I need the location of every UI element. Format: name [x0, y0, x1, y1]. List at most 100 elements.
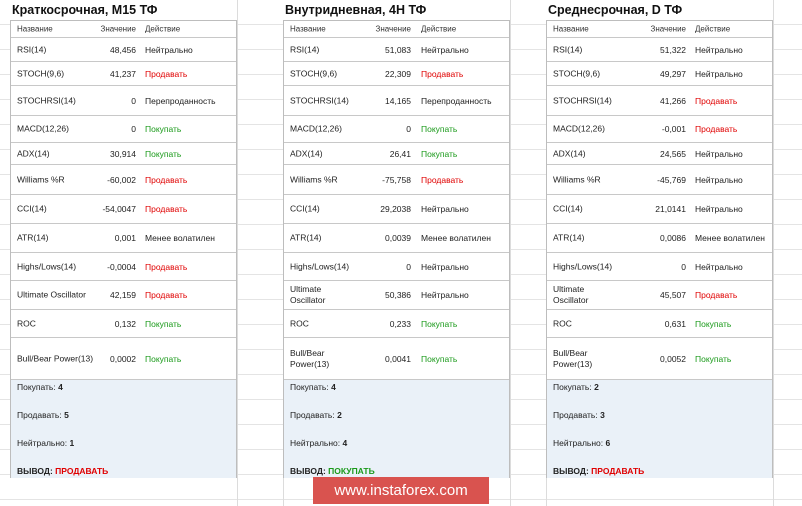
- indicator-name: ROC: [17, 318, 36, 328]
- indicator-row: MACD(12,26) 0 Покупать: [284, 115, 509, 142]
- indicator-action: Покупать: [145, 353, 182, 364]
- header-cell: Название: [17, 24, 53, 34]
- indicator-action: Нейтрально: [421, 290, 469, 300]
- indicator-action: Нейтрально: [421, 261, 469, 272]
- header-cell: Значение: [100, 24, 136, 34]
- indicator-value: 51,322: [660, 44, 686, 55]
- indicator-value: 0,001: [114, 233, 136, 243]
- indicator-action: Покупать: [421, 148, 458, 159]
- summary-label: ВЫВОД:: [17, 466, 53, 476]
- indicator-value: 41,266: [660, 95, 686, 106]
- indicator-row: RSI(14) 48,456 Нейтрально: [11, 37, 236, 61]
- indicator-name: ADX(14): [17, 148, 50, 158]
- indicator-action: Покупать: [421, 318, 458, 329]
- summary-line: Нейтрально: 4: [290, 438, 347, 448]
- indicator-row: ATR(14) 0,0039 Менее волатилен: [284, 223, 509, 252]
- indicator-action: Продавать: [695, 124, 738, 134]
- indicator-name: RSI(14): [290, 44, 320, 54]
- indicator-value: 0,0002: [110, 353, 136, 364]
- indicator-table: Название Значение Действие RSI(14) 51,322 Ней…: [546, 20, 773, 478]
- indicator-row: ATR(14) 0,001 Менее волатилен: [11, 223, 236, 252]
- indicator-name: Bull/Bear Power(13): [553, 347, 593, 369]
- indicator-name: CCI(14): [553, 203, 583, 214]
- indicator-action: Покупать: [145, 318, 182, 329]
- indicator-value: 0,0039: [385, 233, 411, 243]
- panel-title: Среднесрочная, D ТФ: [548, 3, 683, 17]
- summary-value: 2: [337, 410, 342, 420]
- indicator-table: Название Значение Действие RSI(14) 48,456 Ней…: [10, 20, 237, 478]
- indicator-row: MACD(12,26) -0,001 Продавать: [547, 115, 772, 142]
- indicator-row: ADX(14) 24,565 Нейтрально: [547, 142, 772, 164]
- indicator-action: Менее волатилен: [145, 233, 215, 243]
- indicator-action: Покупать: [421, 353, 458, 364]
- indicator-row: Highs/Lows(14) 0 Нейтрально: [547, 252, 772, 280]
- indicator-row: STOCHRSI(14) 0 Перепроданность: [11, 85, 236, 115]
- indicator-row: ROC 0,233 Покупать: [284, 309, 509, 337]
- summary-line: Покупать: 4: [290, 382, 336, 392]
- indicator-name: MACD(12,26): [553, 123, 605, 134]
- indicator-value: -0,0004: [107, 261, 136, 272]
- indicator-value: 24,565: [660, 148, 686, 159]
- summary-line: ВЫВОД: ПРОДАВАТЬ: [17, 466, 108, 476]
- indicator-name: ADX(14): [290, 148, 323, 158]
- indicator-value: 0: [131, 124, 136, 134]
- indicator-name: MACD(12,26): [290, 123, 342, 134]
- summary-value: 4: [342, 438, 348, 448]
- summary-value: 4: [331, 382, 336, 392]
- indicator-action: Перепроданность: [421, 95, 492, 106]
- watermark: www.instaforex.com: [313, 477, 489, 504]
- header-row: Название Значение Действие: [284, 21, 509, 37]
- indicator-value: 41,237: [110, 68, 136, 79]
- indicator-name: STOCHRSI(14): [553, 95, 612, 105]
- indicator-name: Bull/Bear Power(13): [290, 347, 330, 369]
- summary-line: Продавать: 3: [553, 410, 605, 420]
- indicator-panel: Краткосрочная, M15 ТФ Название Значение Дей…: [10, 0, 237, 478]
- indicator-value: 42,159: [110, 290, 136, 300]
- indicator-name: RSI(14): [17, 44, 47, 54]
- indicator-value: 0,132: [114, 318, 136, 329]
- indicator-value: 0,0052: [660, 353, 686, 364]
- indicator-action: Продавать: [695, 290, 738, 300]
- indicator-action: Покупать: [421, 124, 458, 134]
- indicator-row: ROC 0,132 Покупать: [11, 309, 236, 337]
- header-cell: Значение: [650, 24, 686, 34]
- summary-value: ПРОДАВАТЬ: [55, 466, 109, 476]
- column-line: [773, 0, 774, 506]
- indicator-value: 0: [131, 95, 136, 106]
- indicator-panel: Внутридневная, 4H ТФ Название Значение Дейс…: [283, 0, 510, 478]
- indicator-action: Продавать: [421, 68, 464, 79]
- indicator-name: Williams %R: [553, 174, 601, 184]
- indicator-action: Менее волатилен: [421, 233, 491, 243]
- indicator-value: -75,758: [382, 174, 411, 185]
- indicator-action: Нейтрально: [695, 148, 743, 159]
- indicator-row: Highs/Lows(14) -0,0004 Продавать: [11, 252, 236, 280]
- summary-label: Нейтрально:: [553, 438, 604, 448]
- summary-value: 6: [605, 438, 611, 448]
- indicator-row: Ultimate Oscillator 42,159 Продавать: [11, 280, 236, 309]
- indicator-row: ADX(14) 30,914 Покупать: [11, 142, 236, 164]
- indicator-action: Нейтрально: [695, 44, 743, 55]
- indicator-name: CCI(14): [290, 203, 320, 214]
- summary-value: ПРОДАВАТЬ: [591, 466, 645, 476]
- indicator-row: CCI(14) 21,0141 Нейтрально: [547, 194, 772, 223]
- indicator-value: 0: [681, 261, 686, 272]
- indicator-action: Продавать: [145, 204, 188, 214]
- summary-label: Нейтрально:: [17, 438, 68, 448]
- indicator-value: -54,0047: [102, 204, 136, 214]
- indicator-value: -0,001: [661, 124, 686, 134]
- panel-title: Краткосрочная, M15 ТФ: [12, 3, 158, 17]
- indicator-name: STOCH(9,6): [290, 68, 338, 78]
- indicator-action: Перепроданность: [145, 95, 216, 106]
- summary-line: Продавать: 2: [290, 410, 342, 420]
- indicator-value: 30,914: [110, 148, 136, 159]
- indicator-row: RSI(14) 51,322 Нейтрально: [547, 37, 772, 61]
- indicator-row: Highs/Lows(14) 0 Нейтрально: [284, 252, 509, 280]
- indicator-value: 14,165: [385, 95, 411, 106]
- indicator-value: 21,0141: [655, 204, 686, 214]
- indicator-action: Нейтрально: [145, 44, 193, 55]
- indicator-action: Продавать: [145, 290, 188, 300]
- summary-label: ВЫВОД:: [290, 466, 326, 476]
- indicator-action: Продавать: [145, 261, 188, 272]
- indicator-row: Williams %R -60,002 Продавать: [11, 164, 236, 194]
